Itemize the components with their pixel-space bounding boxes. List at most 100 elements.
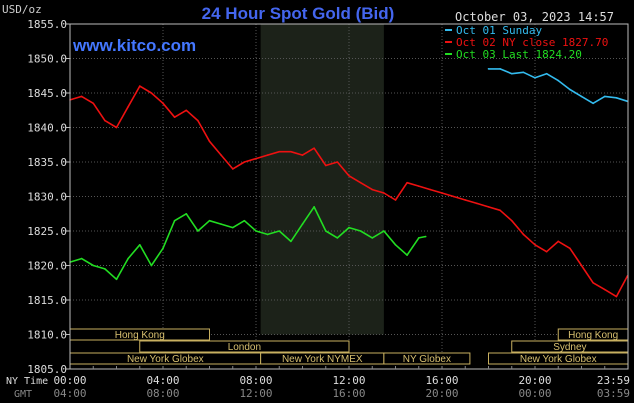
x-tick-label-gmt: 00:00 xyxy=(518,387,551,400)
legend-entry: Oct 03 Last 1824.20 xyxy=(456,48,582,61)
data-point xyxy=(394,244,397,246)
ny-time-row-label: NY Time xyxy=(6,376,48,387)
session-label: NY Globex xyxy=(403,354,451,365)
x-tick-label-ny: 16:00 xyxy=(425,374,458,387)
session-label: New York Globex xyxy=(520,354,597,365)
data-point xyxy=(231,226,234,229)
chart-title: 24 Hour Spot Gold (Bid) xyxy=(202,4,395,23)
data-point xyxy=(557,79,560,82)
data-point xyxy=(185,109,188,112)
data-point xyxy=(92,264,95,267)
data-point xyxy=(383,230,385,232)
y-tick-label: 1805.0 xyxy=(27,363,67,376)
data-point xyxy=(441,192,443,194)
data-point xyxy=(534,77,536,79)
x-tick-label-gmt: 04:00 xyxy=(53,387,86,400)
data-point xyxy=(115,278,118,281)
y-axis-ticks: 1855.0 1850.0 1845.0 1840.0 1835.0 1830.0 1825… xyxy=(27,18,70,376)
x-tick-label-ny: 04:00 xyxy=(146,374,179,387)
legend-entry: Oct 02 NY close 1827.70 xyxy=(456,36,608,49)
data-point xyxy=(243,161,246,163)
data-point xyxy=(104,119,106,122)
x-tick-label-ny: 23:59 xyxy=(597,374,630,387)
data-point xyxy=(290,150,292,153)
y-unit-label: USD/oz xyxy=(2,3,42,16)
watermark-logo: www.kitco.com xyxy=(72,36,196,55)
y-tick-label: 1855.0 xyxy=(27,18,67,31)
y-tick-label: 1830.0 xyxy=(27,191,67,204)
data-point xyxy=(476,202,478,205)
data-point xyxy=(115,126,118,129)
data-point xyxy=(406,181,408,184)
data-point xyxy=(615,295,618,298)
y-tick-label: 1810.0 xyxy=(27,329,67,342)
data-point xyxy=(185,212,188,215)
data-point xyxy=(406,254,408,256)
y-tick-label: 1845.0 xyxy=(27,87,67,100)
data-point xyxy=(429,188,432,191)
data-point xyxy=(510,72,513,75)
session-label: Hong Kong xyxy=(568,330,618,341)
data-point xyxy=(243,219,246,222)
session-label: Hong Kong xyxy=(115,330,165,341)
data-point xyxy=(348,175,350,177)
data-point xyxy=(278,230,281,232)
y-tick-label: 1825.0 xyxy=(27,225,67,238)
x-tick-label-gmt: 20:00 xyxy=(425,387,458,400)
data-point xyxy=(138,85,141,87)
data-point xyxy=(266,154,269,156)
data-point xyxy=(324,230,327,232)
nymex-session-shading xyxy=(260,24,384,335)
y-tick-label: 1815.0 xyxy=(27,294,67,307)
data-point xyxy=(150,92,153,94)
data-point xyxy=(580,264,583,267)
data-point xyxy=(255,230,257,232)
data-point xyxy=(197,119,199,122)
x-axis-ticks: 00:0004:0004:0008:0008:0012:0012:0016:00… xyxy=(53,366,630,400)
x-tick-label-ny: 12:00 xyxy=(332,374,365,387)
session-label: London xyxy=(228,342,261,353)
data-point xyxy=(417,237,420,239)
data-point xyxy=(127,106,129,108)
data-point xyxy=(173,116,176,118)
y-tick-label: 1820.0 xyxy=(27,260,67,273)
data-point xyxy=(499,209,501,212)
data-point xyxy=(603,95,606,98)
data-point xyxy=(162,247,164,250)
session-label: New York Globex xyxy=(127,354,204,365)
data-point xyxy=(371,237,374,239)
data-point xyxy=(290,240,292,243)
data-point xyxy=(138,244,141,246)
legend-entry: Oct 01 Sunday xyxy=(456,24,542,37)
x-tick-label-ny: 00:00 xyxy=(53,374,86,387)
data-point xyxy=(266,233,269,236)
data-point xyxy=(424,235,427,238)
data-point xyxy=(173,219,176,222)
data-point xyxy=(569,247,571,250)
y-tick-label: 1850.0 xyxy=(27,53,67,66)
timestamp: October 03, 2023 14:57 xyxy=(455,10,614,24)
data-point xyxy=(80,257,83,260)
x-tick-label-gmt: 08:00 xyxy=(146,387,179,400)
data-point xyxy=(313,147,315,149)
data-point xyxy=(580,95,583,98)
data-point xyxy=(383,192,385,194)
data-point xyxy=(313,206,315,208)
data-point xyxy=(104,268,106,270)
data-point xyxy=(487,68,490,70)
data-point xyxy=(522,71,525,74)
data-point xyxy=(92,102,95,105)
data-point xyxy=(603,288,606,291)
data-point xyxy=(231,168,234,170)
data-point xyxy=(278,150,281,153)
series-line xyxy=(69,206,426,281)
data-point xyxy=(208,140,211,143)
data-point xyxy=(127,257,129,260)
data-point xyxy=(348,226,350,229)
data-point xyxy=(452,195,455,198)
data-point xyxy=(80,95,83,98)
data-point xyxy=(336,237,339,239)
